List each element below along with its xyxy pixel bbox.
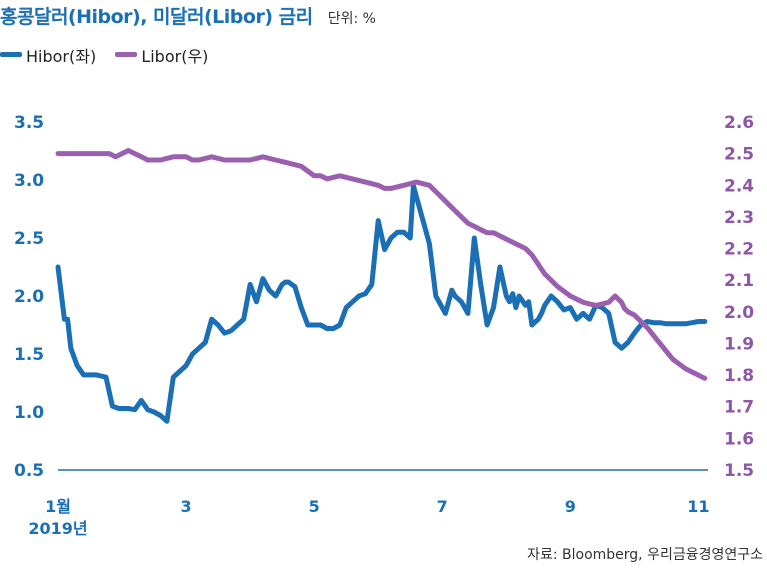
- y-right-tick-label-6: 2.1: [724, 271, 754, 291]
- x-tick-label-4: 9: [565, 497, 576, 516]
- x-tick-label-0: 1월: [45, 497, 71, 516]
- axis-layer: 0.5 1.0 1.5 2.0 2.5 3.0 3.5 1.5 1.6 1.7 1.8 1.9 2.0 2…: [14, 113, 754, 538]
- y-left-tick-label-4: 2.5: [14, 229, 44, 249]
- y-right-tick-label-1: 1.6: [724, 429, 754, 449]
- y-left-tick-label-3: 2.0: [14, 287, 44, 307]
- y-right-tick-label-11: 2.6: [724, 113, 754, 133]
- y-right-tick-label-0: 1.5: [724, 461, 754, 481]
- y-left-tick-label-1: 1.0: [14, 403, 44, 423]
- x-tick-label-5: 11: [687, 497, 709, 516]
- legend-item-hibor: Hibor(좌): [0, 43, 96, 67]
- unit-label: 단위: %: [327, 11, 376, 27]
- source-note: 자료: Bloomberg, 우리금융경영연구소: [527, 547, 763, 563]
- x-tick-label-3: 7: [437, 497, 448, 516]
- y-right-tick-label-7: 2.2: [724, 240, 754, 260]
- y-left-tick-label-0: 0.5: [14, 461, 44, 481]
- x-tick-sublabel-0: 2019년: [28, 519, 87, 538]
- series-line-libor: [55, 148, 708, 381]
- legend: Hibor(좌) Libor(우): [0, 42, 222, 66]
- y-left-tick-label-5: 3.0: [14, 171, 44, 191]
- legend-item-libor: Libor(우): [115, 43, 208, 67]
- y-left-tick-label-6: 3.5: [14, 113, 44, 133]
- y-left-tick-label-2: 1.5: [14, 345, 44, 365]
- legend-label-hibor: Hibor(좌): [26, 46, 97, 66]
- series-layer: [55, 148, 708, 424]
- legend-swatch-libor: [115, 52, 138, 57]
- x-tick-label-2: 5: [309, 497, 320, 516]
- legend-label-libor: Libor(우): [141, 46, 209, 66]
- title-row: 홍콩달러(Hibor), 미달러(Libor) 금리 단위: %: [0, 2, 376, 28]
- y-right-tick-label-9: 2.4: [724, 176, 754, 196]
- series-line-hibor: [55, 183, 708, 424]
- y-right-tick-label-2: 1.7: [724, 398, 754, 418]
- y-right-tick-label-8: 2.3: [724, 208, 754, 228]
- x-tick-label-1: 3: [181, 497, 192, 516]
- y-right-tick-label-5: 2.0: [724, 303, 754, 323]
- y-right-tick-label-3: 1.8: [724, 366, 754, 386]
- chart-title: 홍콩달러(Hibor), 미달러(Libor) 금리: [0, 6, 313, 28]
- legend-swatch-hibor: [0, 52, 22, 57]
- y-right-tick-label-10: 2.5: [724, 145, 754, 165]
- y-right-tick-label-4: 1.9: [724, 334, 754, 354]
